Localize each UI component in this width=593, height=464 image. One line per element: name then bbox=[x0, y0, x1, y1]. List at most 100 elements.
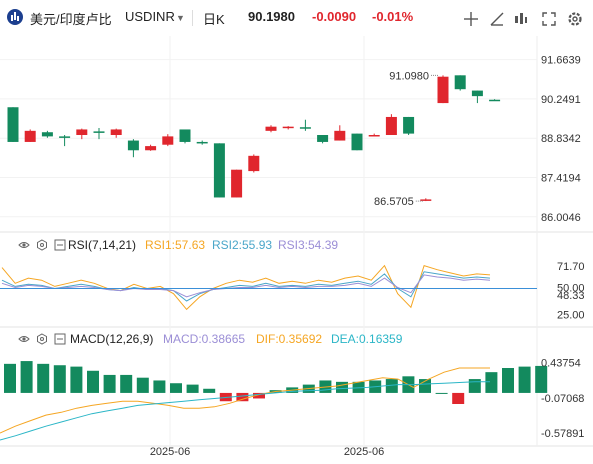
macd-histogram-bar bbox=[37, 363, 50, 393]
rsi-indicator-name: RSI(7,14,21) bbox=[68, 238, 137, 252]
dea-line bbox=[0, 381, 490, 441]
macd-histogram-bar bbox=[236, 392, 249, 402]
macd-histogram-bar bbox=[535, 365, 548, 393]
indicators-icon[interactable] bbox=[512, 10, 530, 28]
macd-axis-tick: -0.07068 bbox=[541, 393, 584, 405]
candle-body bbox=[231, 169, 243, 198]
candle-body bbox=[179, 129, 191, 142]
price-panel: 91.0980 86.5705 bbox=[7, 70, 501, 208]
candle-body bbox=[213, 143, 225, 198]
settings-gear-icon[interactable] bbox=[36, 239, 48, 251]
candle-body bbox=[145, 146, 157, 151]
indicator-selector-icon[interactable] bbox=[54, 333, 66, 345]
macd-histogram-bar bbox=[153, 380, 166, 393]
candle-body bbox=[110, 129, 122, 135]
macd-histogram-bar bbox=[170, 383, 182, 393]
symbol-name: 美元/印度卢比 bbox=[30, 12, 112, 27]
macd-histogram-bar bbox=[253, 392, 265, 399]
price-axis-tick: 90.2491 bbox=[541, 94, 581, 106]
candle-body bbox=[7, 107, 19, 142]
fullscreen-icon[interactable] bbox=[540, 10, 558, 28]
macd-histogram-bar bbox=[468, 379, 481, 393]
macd-axis-tick: -0.57891 bbox=[541, 428, 584, 440]
macd-axis-tick: 0.43754 bbox=[541, 358, 581, 370]
price-axis-tick: 86.0046 bbox=[541, 212, 581, 224]
macd-histogram-bar bbox=[485, 372, 498, 393]
candle-body bbox=[368, 135, 380, 137]
candle-body bbox=[93, 131, 105, 133]
last-price: 90.1980 bbox=[248, 9, 295, 24]
macd-histogram-bar bbox=[452, 392, 465, 404]
candle-body bbox=[334, 130, 346, 141]
ticker-dropdown-icon[interactable]: ▼ bbox=[176, 13, 185, 23]
macd-histogram-bar bbox=[518, 366, 531, 393]
macd-histogram-bar bbox=[502, 368, 514, 393]
price-change: -0.0090 bbox=[312, 9, 357, 24]
candle-body bbox=[76, 129, 88, 135]
macd-histogram-bar bbox=[53, 365, 66, 393]
price-axis-tick: 88.8342 bbox=[541, 133, 581, 145]
candle-body bbox=[420, 199, 432, 201]
candle-body bbox=[127, 140, 139, 151]
candle-body bbox=[471, 90, 483, 97]
rsi1-value: RSI1:57.63 bbox=[145, 238, 206, 252]
candle-body bbox=[41, 132, 53, 137]
rsi2-value: RSI2:55.93 bbox=[212, 238, 273, 252]
high-price-label: 91.0980 bbox=[389, 70, 429, 82]
candle-body bbox=[265, 126, 277, 131]
rsi-axis-tick: 71.70 bbox=[557, 261, 585, 273]
candle-body bbox=[299, 127, 311, 129]
low-price-label: 86.5705 bbox=[374, 196, 414, 208]
grid-lines bbox=[0, 36, 593, 447]
candle-body bbox=[282, 126, 294, 129]
macd-value: MACD:0.38665 bbox=[163, 332, 246, 346]
candle-body bbox=[317, 135, 329, 142]
eye-icon[interactable] bbox=[18, 333, 30, 345]
rsi-axis-tick: 25.00 bbox=[557, 310, 585, 322]
candle-body bbox=[162, 136, 174, 145]
candle-body bbox=[385, 116, 397, 135]
time-axis-label: 2025-06 bbox=[344, 446, 384, 458]
candle-body bbox=[403, 116, 415, 134]
macd-indicator-name: MACD(12,26,9) bbox=[70, 332, 154, 346]
timeframe-selector[interactable]: 日K bbox=[203, 12, 225, 27]
indicator-selector-icon[interactable] bbox=[54, 239, 66, 251]
macd-histogram-bar bbox=[4, 363, 16, 393]
candle-body bbox=[489, 99, 501, 102]
candle-body bbox=[248, 155, 260, 172]
rsi-line-1 bbox=[1, 264, 491, 311]
dea-value: DEA:0.16359 bbox=[331, 332, 403, 346]
macd-histogram-bar bbox=[336, 381, 348, 393]
eye-icon[interactable] bbox=[18, 239, 30, 251]
dif-value: DIF:0.35692 bbox=[256, 332, 323, 346]
candle-body bbox=[351, 133, 363, 151]
rsi-panel bbox=[0, 264, 537, 311]
settings-gear-icon[interactable] bbox=[566, 10, 584, 28]
macd-histogram-bar bbox=[103, 374, 116, 393]
macd-histogram-bar bbox=[120, 374, 133, 393]
axes: 91.6639 90.2491 88.8342 87.4194 86.0046 71.70… bbox=[150, 55, 585, 458]
macd-histogram-bar bbox=[186, 384, 199, 393]
macd-histogram-bar bbox=[70, 366, 83, 393]
settings-gear-icon[interactable] bbox=[36, 333, 48, 345]
candle-body bbox=[454, 75, 466, 90]
rsi-line-2 bbox=[1, 271, 491, 302]
macd-histogram-bar bbox=[385, 379, 398, 393]
macd-histogram-bar bbox=[435, 392, 448, 394]
price-axis-tick: 87.4194 bbox=[541, 172, 581, 184]
chart-toolbar: 美元/印度卢比 USDINR ▼ 日K 90.1980 -0.0090 -0.0… bbox=[0, 0, 593, 36]
candle-body bbox=[196, 141, 208, 144]
ticker-symbol[interactable]: USDINR bbox=[125, 9, 175, 24]
crosshair-icon[interactable] bbox=[462, 10, 480, 28]
macd-histogram-bar bbox=[87, 370, 99, 393]
drawing-tool-icon[interactable] bbox=[488, 10, 506, 28]
price-axis-tick: 91.6639 bbox=[541, 55, 581, 67]
candlestick-chart-icon[interactable] bbox=[6, 8, 24, 26]
macd-histogram-bar bbox=[20, 361, 33, 393]
rsi3-value: RSI3:54.39 bbox=[278, 238, 339, 252]
macd-histogram-bar bbox=[203, 388, 216, 393]
candle-body bbox=[24, 130, 36, 142]
time-axis-label: 2025-06 bbox=[150, 446, 190, 458]
toolbar-divider bbox=[192, 10, 193, 26]
